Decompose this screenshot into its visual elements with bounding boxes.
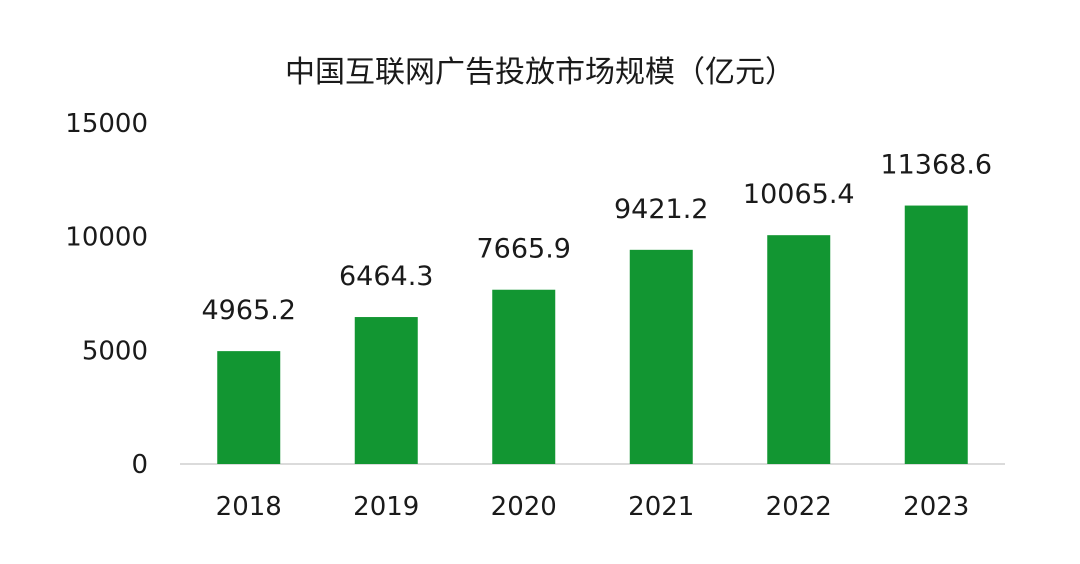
data-label-2019: 6464.3 bbox=[339, 261, 433, 292]
bar-2018 bbox=[217, 351, 281, 464]
bar-2021 bbox=[629, 249, 693, 464]
y-tick-label: 15000 bbox=[65, 109, 148, 139]
y-axis-ticks: 0 5000 10000 15000 bbox=[65, 109, 148, 480]
x-tick-label-2018: 2018 bbox=[216, 492, 282, 522]
y-tick-label: 0 bbox=[131, 450, 148, 480]
x-tick-label-2019: 2019 bbox=[353, 492, 419, 522]
x-tick-label-2021: 2021 bbox=[628, 492, 694, 522]
bars-group bbox=[217, 205, 968, 464]
data-label-2020: 7665.9 bbox=[477, 234, 571, 265]
data-label-2021: 9421.2 bbox=[614, 194, 708, 225]
x-tick-label-2022: 2022 bbox=[766, 492, 832, 522]
data-labels-group: 4965.2 6464.3 7665.9 9421.2 10065.4 11368.6 bbox=[202, 150, 993, 327]
data-label-2023: 11368.6 bbox=[880, 150, 992, 181]
bar-2019 bbox=[354, 317, 418, 464]
x-tick-label-2020: 2020 bbox=[491, 492, 557, 522]
y-tick-label: 5000 bbox=[82, 336, 148, 366]
bar-2023 bbox=[904, 205, 968, 464]
data-label-2018: 4965.2 bbox=[202, 295, 296, 326]
y-tick-label: 10000 bbox=[65, 223, 148, 253]
x-tick-label-2023: 2023 bbox=[903, 492, 969, 522]
chart-title: 中国互联网广告投放市场规模（亿元） bbox=[285, 55, 795, 90]
bar-2020 bbox=[492, 289, 556, 464]
bar-2022 bbox=[767, 235, 831, 464]
x-axis-ticks: 2018 2019 2020 2021 2022 2023 bbox=[216, 492, 970, 522]
data-label-2022: 10065.4 bbox=[743, 179, 855, 210]
